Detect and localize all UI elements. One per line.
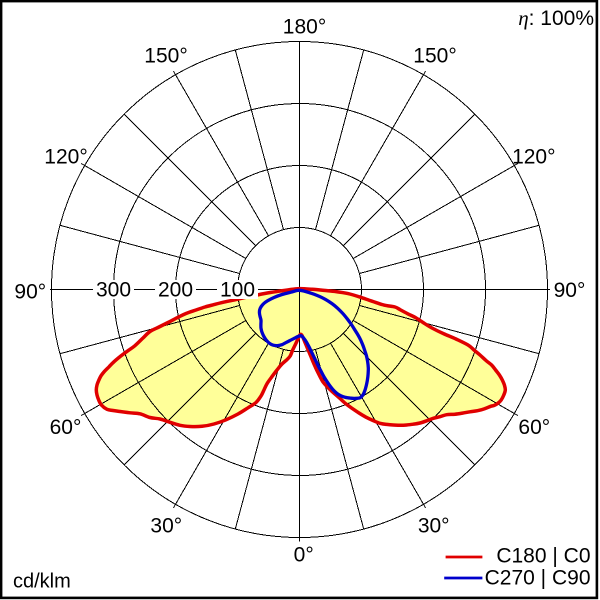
svg-text:150°: 150° [144, 45, 187, 68]
svg-text:C270 | C90: C270 | C90 [485, 567, 591, 590]
svg-text:90°: 90° [14, 281, 46, 304]
svg-text:200: 200 [158, 279, 193, 302]
svg-text:100: 100 [220, 279, 255, 302]
svg-text:90°: 90° [554, 279, 586, 302]
svg-text:60°: 60° [50, 416, 82, 439]
svg-text:C180 | C0: C180 | C0 [496, 545, 590, 568]
svg-text:300: 300 [96, 279, 131, 302]
svg-text:η: 100%: η: 100% [518, 6, 594, 30]
svg-text:150°: 150° [413, 45, 456, 68]
svg-text:120°: 120° [44, 145, 87, 168]
svg-text:30°: 30° [418, 515, 450, 538]
svg-text:cd/klm: cd/klm [13, 571, 71, 593]
svg-text:60°: 60° [518, 416, 550, 439]
svg-text:30°: 30° [150, 515, 182, 538]
svg-text:0°: 0° [294, 543, 314, 566]
svg-text:120°: 120° [512, 145, 555, 168]
svg-text:180°: 180° [283, 16, 326, 39]
